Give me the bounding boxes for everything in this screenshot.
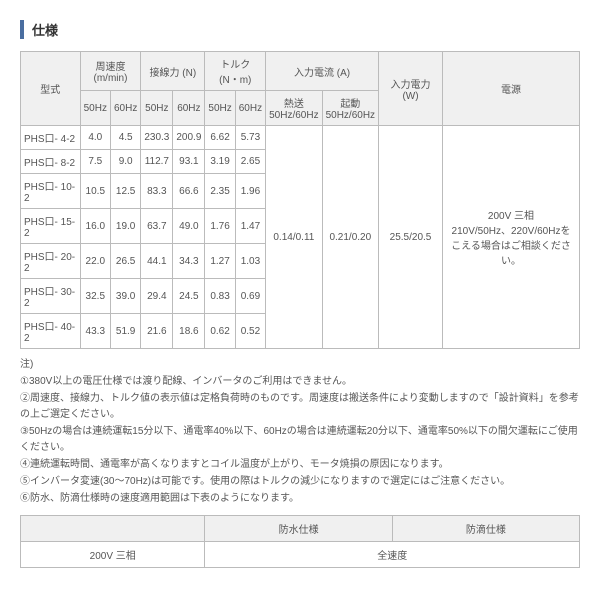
range-table: 防水仕様 防滴仕様 200V 三相 全速度: [20, 515, 580, 568]
table-cell: 2.65: [235, 150, 265, 174]
table-cell: 10.5: [80, 174, 110, 209]
table-cell: 4.0: [80, 126, 110, 150]
th-speed-unit: (m/min): [94, 73, 128, 84]
th-force: 接線力 (N): [141, 52, 205, 91]
table-cell: 1.96: [235, 174, 265, 209]
table-cell: 63.7: [141, 209, 173, 244]
table-cell: PHS口- 15-2: [21, 209, 81, 244]
table-cell: 39.0: [110, 279, 140, 314]
table-cell: 200.9: [173, 126, 205, 150]
table-cell: 0.52: [235, 314, 265, 349]
th-stable-label: 熱送: [284, 99, 304, 110]
note-line: ⑤インバータ変速(30～70Hz)は可能です。使用の際はトルクの減少になりますの…: [20, 474, 580, 490]
table-cell: 22.0: [80, 244, 110, 279]
th-stable-hz: 50Hz/60Hz: [269, 110, 318, 121]
table-cell: 0.62: [205, 314, 235, 349]
th-torque-label: トルク: [220, 60, 250, 71]
table-cell: 51.9: [110, 314, 140, 349]
t2-blank: [21, 516, 205, 542]
table-cell: PHS口- 30-2: [21, 279, 81, 314]
table-cell: 34.3: [173, 244, 205, 279]
merged-power: 25.5/20.5: [379, 126, 443, 349]
t2-label: 200V 三相: [21, 542, 205, 568]
table-cell: 112.7: [141, 150, 173, 174]
table-cell: 44.1: [141, 244, 173, 279]
note-line: ③50Hzの場合は連続運転15分以下、通電率40%以下、60Hzの場合は連続運転…: [20, 424, 580, 456]
table-cell: 21.6: [141, 314, 173, 349]
table-cell: 12.5: [110, 174, 140, 209]
table-cell: 0.69: [235, 279, 265, 314]
th-60hz: 60Hz: [110, 91, 140, 126]
table-cell: 1.03: [235, 244, 265, 279]
th-start-hz: 50Hz/60Hz: [326, 110, 375, 121]
table-cell: PHS口- 8-2: [21, 150, 81, 174]
merged-current_start: 0.21/0.20: [322, 126, 378, 349]
th-f50hz: 50Hz: [141, 91, 173, 126]
th-f60hz: 60Hz: [173, 91, 205, 126]
th-torque-unit: (N・m): [219, 75, 251, 86]
t2-dripproof: 防滴仕様: [392, 516, 579, 542]
table-cell: 230.3: [141, 126, 173, 150]
table-cell: 2.35: [205, 174, 235, 209]
note-line: ⑥防水、防滴仕様時の速度適用範囲は下表のようになります。: [20, 491, 580, 507]
section-title: 仕様: [20, 20, 580, 39]
table-cell: 0.83: [205, 279, 235, 314]
th-start-label: 起動: [340, 99, 360, 110]
table-cell: 32.5: [80, 279, 110, 314]
table-cell: 29.4: [141, 279, 173, 314]
table-cell: 9.0: [110, 150, 140, 174]
table-cell: 5.73: [235, 126, 265, 150]
table-cell: 1.47: [235, 209, 265, 244]
spec-table: 型式 周速度 (m/min) 接線力 (N) トルク (N・m) 入力電流 (A…: [20, 51, 580, 349]
th-torque: トルク (N・m): [205, 52, 266, 91]
th-model: 型式: [21, 52, 81, 126]
table-cell: 83.3: [141, 174, 173, 209]
table-cell: 6.62: [205, 126, 235, 150]
t2-val: 全速度: [205, 542, 580, 568]
note-line: ①380V以上の電圧仕様では渡り配線、インバータのご利用はできません。: [20, 374, 580, 390]
table-cell: PHS口- 40-2: [21, 314, 81, 349]
th-start: 起動 50Hz/60Hz: [322, 91, 378, 126]
th-50hz: 50Hz: [80, 91, 110, 126]
table-cell: 1.76: [205, 209, 235, 244]
table-row: PHS口- 4-24.04.5230.3200.96.625.730.14/0.…: [21, 126, 580, 150]
table-cell: PHS口- 10-2: [21, 174, 81, 209]
th-t60hz: 60Hz: [235, 91, 265, 126]
merged-supply: 200V 三相210V/50Hz、220V/60Hzをこえる場合はご相談ください…: [443, 126, 580, 349]
table-cell: 3.19: [205, 150, 235, 174]
table-cell: 16.0: [80, 209, 110, 244]
th-speed-label: 周速度: [95, 62, 125, 73]
table-cell: 93.1: [173, 150, 205, 174]
table-cell: 4.5: [110, 126, 140, 150]
table-cell: 19.0: [110, 209, 140, 244]
th-power: 入力電力 (W): [379, 52, 443, 126]
notes-block: 注) ①380V以上の電圧仕様では渡り配線、インバータのご利用はできません。②周…: [20, 357, 580, 507]
notes-header: 注): [20, 357, 580, 373]
th-supply: 電源: [443, 52, 580, 126]
table-cell: 18.6: [173, 314, 205, 349]
th-t50hz: 50Hz: [205, 91, 235, 126]
table-cell: 1.27: [205, 244, 235, 279]
merged-current_stable: 0.14/0.11: [266, 126, 322, 349]
table-cell: 49.0: [173, 209, 205, 244]
th-current: 入力電流 (A): [266, 52, 379, 91]
table-cell: 24.5: [173, 279, 205, 314]
note-line: ④連続運転時間、通電率が高くなりますとコイル温度が上がり、モータ焼損の原因になり…: [20, 457, 580, 473]
table-cell: 7.5: [80, 150, 110, 174]
table-cell: PHS口- 20-2: [21, 244, 81, 279]
t2-waterproof: 防水仕様: [205, 516, 392, 542]
th-stable: 熱送 50Hz/60Hz: [266, 91, 322, 126]
table-cell: 26.5: [110, 244, 140, 279]
note-line: ②周速度、接線力、トルク値の表示値は定格負荷時のものです。周速度は搬送条件により…: [20, 391, 580, 423]
th-speed: 周速度 (m/min): [80, 52, 141, 91]
table-cell: 43.3: [80, 314, 110, 349]
table-cell: 66.6: [173, 174, 205, 209]
table-cell: PHS口- 4-2: [21, 126, 81, 150]
